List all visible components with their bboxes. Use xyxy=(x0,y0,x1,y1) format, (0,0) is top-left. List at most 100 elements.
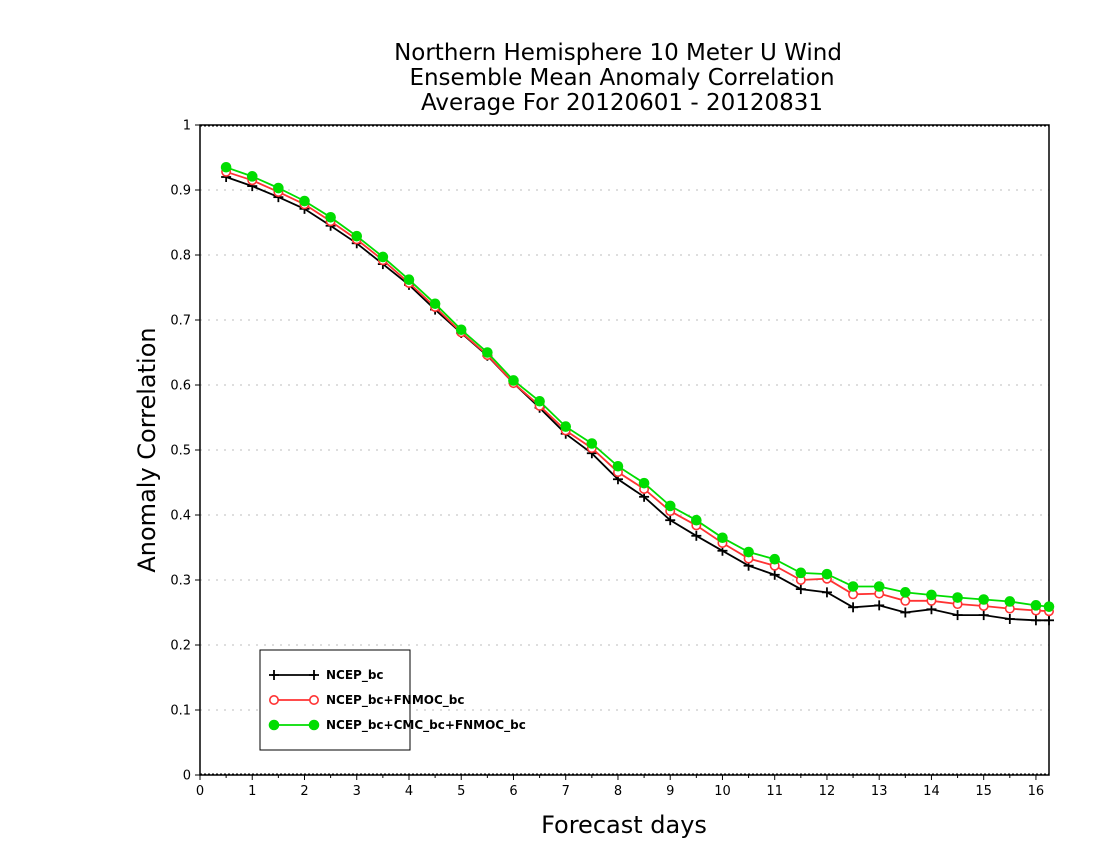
filled-circle-marker xyxy=(952,592,963,603)
x-tick-label: 1 xyxy=(248,784,256,799)
y-tick-label: 1 xyxy=(183,119,191,134)
legend-label: NCEP_bc xyxy=(326,668,384,683)
filled-circle-marker xyxy=(246,171,258,182)
plus-marker xyxy=(926,604,937,615)
x-tick-label: 0 xyxy=(196,784,204,799)
plus-marker xyxy=(848,602,859,613)
series-line xyxy=(225,166,1050,608)
filled-circle-marker xyxy=(429,298,441,310)
filled-circle-marker xyxy=(299,195,310,207)
filled-circle-marker xyxy=(508,375,519,386)
filled-circle-marker xyxy=(638,477,650,489)
open-circle-marker xyxy=(308,694,319,705)
y-axis-ticks: 0 0.1 0.2 0.3 0.4 0.5 0.6 0.7 0.8 0.9 1 xyxy=(170,119,200,784)
x-axis-label: Forecast days xyxy=(541,811,707,839)
y-tick-label: 0.5 xyxy=(170,444,191,459)
x-tick-label: 10 xyxy=(714,784,731,799)
x-tick-label: 4 xyxy=(405,784,413,799)
filled-circle-marker xyxy=(377,251,389,263)
open-circle-marker xyxy=(900,595,911,606)
plus-marker xyxy=(900,607,911,618)
filled-circle-marker xyxy=(308,719,320,731)
filled-circle-marker xyxy=(691,514,702,526)
x-tick-label: 11 xyxy=(766,784,783,799)
filled-circle-marker xyxy=(900,587,911,598)
filled-circle-marker xyxy=(455,324,467,336)
filled-circle-marker xyxy=(1030,600,1042,611)
open-circle-marker xyxy=(268,694,279,705)
plus-marker xyxy=(309,670,319,680)
gridlines xyxy=(200,125,1049,775)
x-tick-label: 16 xyxy=(1028,784,1045,799)
x-tick-label: 13 xyxy=(871,784,888,799)
x-tick-label: 9 xyxy=(666,784,674,799)
filled-circle-marker xyxy=(795,567,807,579)
series-3 xyxy=(220,161,1055,612)
filled-circle-marker xyxy=(743,546,754,558)
y-tick-label: 0.8 xyxy=(170,249,191,264)
y-tick-label: 0.6 xyxy=(170,379,191,394)
filled-circle-marker xyxy=(220,161,232,173)
x-tick-label: 3 xyxy=(353,784,361,799)
legend-item-3: NCEP_bc+CMC_bc+FNMOC_bc xyxy=(268,718,526,733)
x-tick-label: 15 xyxy=(975,784,992,799)
plus-marker xyxy=(1004,614,1015,624)
filled-circle-marker xyxy=(612,460,624,472)
filled-circle-marker xyxy=(1043,601,1055,612)
plus-marker xyxy=(1030,615,1041,626)
legend: NCEP_bc NCEP_bc+FNMOC_bc NCEP_bc+CMC_bc+FN… xyxy=(259,649,526,751)
series-layer xyxy=(220,161,1055,626)
filled-circle-marker xyxy=(351,230,363,242)
filled-circle-marker xyxy=(273,182,284,194)
x-axis-ticks: 0 1 2 3 4 5 6 7 8 9 10 11 12 13 14 15 16 xyxy=(196,775,1044,799)
series-line xyxy=(225,176,1049,622)
y-tick-label: 0.4 xyxy=(170,509,191,524)
legend-item-1: NCEP_bc xyxy=(269,668,384,683)
y-axis-label: Anomaly Correlation xyxy=(133,327,161,572)
plus-marker xyxy=(952,610,963,621)
filled-circle-marker xyxy=(873,581,885,592)
legend-label: NCEP_bc+CMC_bc+FNMOC_bc xyxy=(326,718,526,733)
filled-circle-marker xyxy=(847,581,859,592)
plus-marker xyxy=(691,530,702,541)
plus-marker xyxy=(795,584,806,595)
filled-circle-marker xyxy=(717,532,728,544)
y-tick-label: 0.2 xyxy=(170,639,191,654)
y-tick-label: 0.9 xyxy=(170,184,191,199)
x-tick-label: 2 xyxy=(300,784,308,799)
plus-marker xyxy=(874,600,885,611)
chart-title: Northern Hemisphere 10 Meter U Wind Ense… xyxy=(394,40,842,116)
y-tick-label: 0.1 xyxy=(170,704,191,719)
plus-marker xyxy=(821,587,832,598)
y-tick-label: 0.3 xyxy=(170,574,191,589)
x-tick-label: 8 xyxy=(614,784,622,799)
plus-marker xyxy=(978,610,989,621)
x-tick-label: 12 xyxy=(819,784,836,799)
chart-title-line-3: Average For 20120601 - 20120831 xyxy=(421,90,823,116)
plus-marker xyxy=(269,670,279,680)
filled-circle-marker xyxy=(482,347,493,358)
plus-marker xyxy=(769,569,780,580)
plus-marker xyxy=(665,515,676,526)
series-2 xyxy=(221,166,1055,617)
x-tick-label: 14 xyxy=(923,784,940,799)
y-tick-label: 0 xyxy=(183,769,191,784)
filled-circle-marker xyxy=(268,719,280,731)
plus-marker xyxy=(1044,615,1054,626)
series-1 xyxy=(221,172,1054,626)
filled-circle-marker xyxy=(664,500,676,512)
filled-circle-marker xyxy=(325,212,336,223)
filled-circle-marker xyxy=(821,568,833,580)
filled-circle-marker xyxy=(978,594,989,605)
legend-item-2: NCEP_bc+FNMOC_bc xyxy=(268,693,465,708)
filled-circle-marker xyxy=(403,274,415,286)
filled-circle-marker xyxy=(926,589,937,601)
x-tick-label: 5 xyxy=(457,784,465,799)
y-tick-label: 0.7 xyxy=(170,314,191,329)
x-tick-label: 7 xyxy=(562,784,570,799)
filled-circle-marker xyxy=(1004,596,1016,607)
legend-label: NCEP_bc+FNMOC_bc xyxy=(326,693,465,708)
filled-circle-marker xyxy=(769,553,781,565)
filled-circle-marker xyxy=(534,395,545,407)
